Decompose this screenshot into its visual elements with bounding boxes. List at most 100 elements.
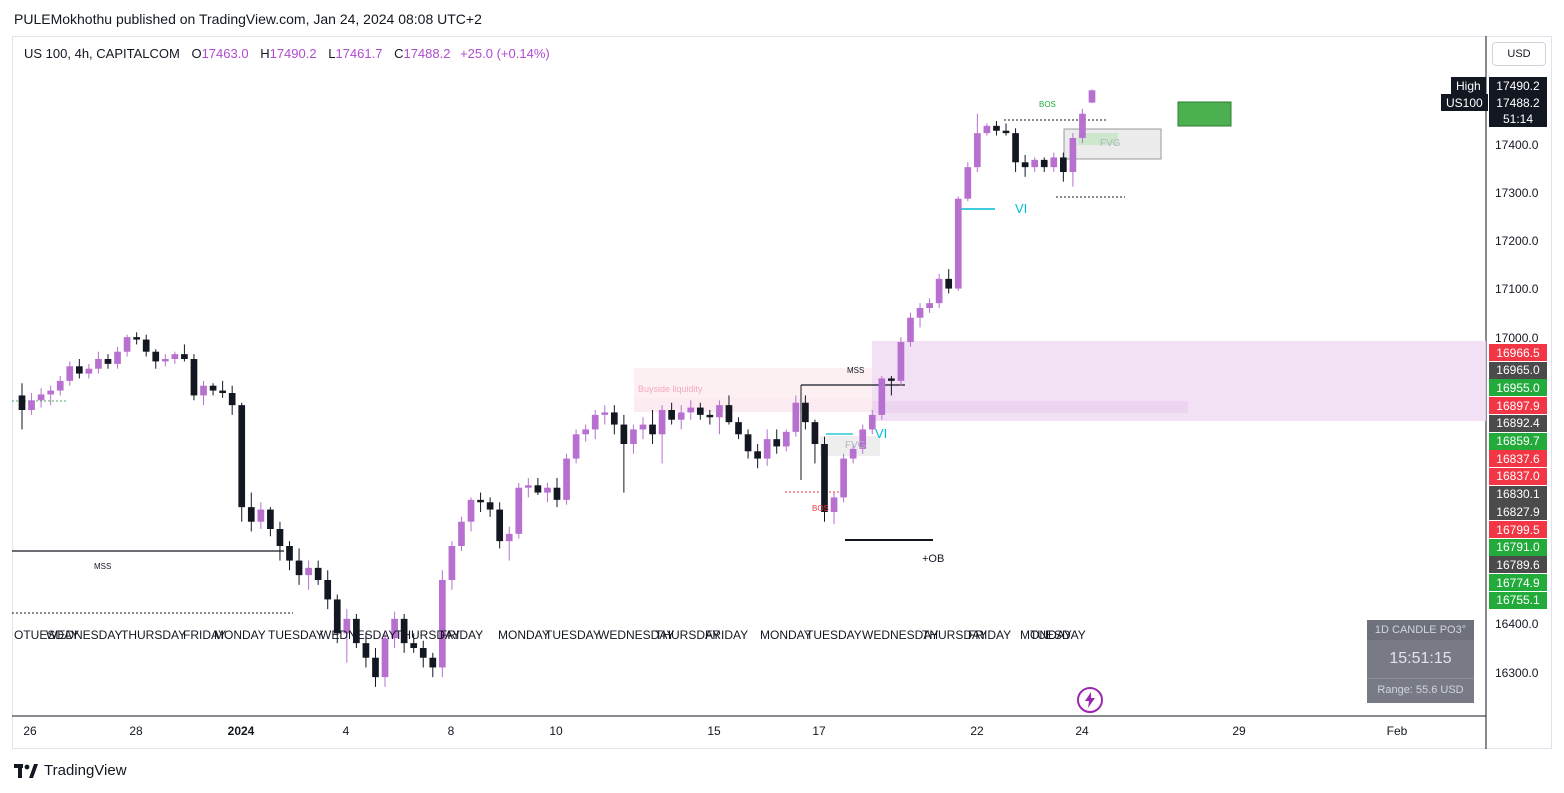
buyside-zone (634, 368, 872, 398)
candle-body (228, 393, 236, 406)
y-label-17000: 17000.0 (1495, 331, 1539, 345)
annotation-mss-left: MSS (94, 562, 112, 571)
candle-body (802, 402, 809, 423)
candle-body (372, 657, 379, 678)
candle-body (181, 354, 188, 359)
candle-body (37, 394, 45, 401)
candle-body (75, 366, 83, 374)
candle-body (563, 458, 570, 500)
candle-body (763, 439, 771, 459)
day-label: MONDAY (498, 628, 550, 642)
candle-body (782, 431, 790, 447)
candle-body (56, 380, 64, 391)
day-label: FRIDAY (183, 628, 227, 642)
day-label: TUESDAY (545, 628, 601, 642)
candle-body (18, 395, 26, 410)
candle-body (257, 509, 265, 522)
candle-body (1040, 159, 1048, 168)
x-label-15: 15 (707, 724, 721, 738)
target-green-box (1177, 101, 1232, 127)
publisher-header: PULEMokhothu published on TradingView.co… (14, 11, 482, 27)
day-label: THURSDAY (121, 628, 187, 642)
y-label-17300: 17300.0 (1495, 186, 1539, 200)
candle-body (295, 560, 303, 576)
candle-body (429, 657, 437, 668)
candle-body (209, 385, 217, 391)
countdown-tag: 51:14 (1489, 110, 1547, 127)
candle-body (104, 359, 112, 364)
candle-body (544, 487, 551, 493)
y-label-16400: 16400.0 (1495, 617, 1539, 631)
y-label-17400: 17400.0 (1495, 138, 1539, 152)
candle-body (267, 509, 274, 529)
y-label-17200: 17200.0 (1495, 234, 1539, 248)
legend-close-label: C (394, 46, 404, 61)
candle-body (553, 487, 561, 500)
price-level-tag: 16955.0 (1489, 379, 1547, 397)
candle-body (247, 507, 255, 522)
legend-change: +25.0 (+0.14%) (460, 46, 550, 61)
price-level-tag: 16966.5 (1489, 344, 1547, 361)
tradingview-logo-icon (14, 763, 38, 778)
candle-body (66, 366, 74, 381)
candle-body (811, 422, 819, 444)
candle-body (467, 499, 475, 522)
day-label: TUESDAY (806, 628, 862, 642)
candle-body (1079, 113, 1086, 138)
candle-body (152, 351, 160, 362)
x-label-29: 29 (1232, 724, 1246, 738)
candle-body (620, 424, 628, 444)
candle-body (190, 359, 198, 396)
x-label-2024: 2024 (227, 724, 255, 738)
annotation-bos-top: BOS (1039, 100, 1056, 109)
candle-body (945, 278, 953, 289)
legend: US 100, 4h, CAPITALCOM O17463.0 H17490.2… (24, 46, 550, 61)
day-label: THURSDAY (655, 628, 721, 642)
x-label-4: 4 (342, 724, 350, 738)
candle-body (1069, 138, 1077, 172)
candle-body (668, 410, 675, 420)
x-label-feb: Feb (1386, 724, 1408, 738)
candle-body (1012, 133, 1019, 163)
candle-body (754, 451, 761, 459)
candle-body (400, 618, 408, 644)
candle-body (964, 167, 972, 199)
day-label: WEDNESDAY (46, 628, 123, 642)
legend-symbol: US 100, 4h, CAPITALCOM (24, 46, 180, 61)
brand-name: TradingView (44, 762, 127, 779)
legend-low: 17461.7 (335, 46, 383, 61)
candle-body (219, 390, 226, 393)
annotation-mss-mid: MSS (847, 366, 865, 375)
candle-body (840, 458, 847, 498)
candle-body (1050, 157, 1058, 168)
price-level-tag: 16830.1 (1489, 485, 1547, 503)
candle-po3-widget: 1D CANDLE PO3° 15:51:15 Range: 55.6 USD (1367, 620, 1474, 703)
candle-body (677, 412, 685, 420)
candle-body (28, 400, 35, 410)
candle-body (524, 485, 532, 488)
x-label-17: 17 (812, 724, 826, 738)
candle-body (477, 499, 484, 503)
price-level-tag: 16789.6 (1489, 556, 1547, 574)
candle-body (983, 125, 991, 134)
candle-body (410, 643, 418, 648)
tradingview-brand[interactable]: TradingView (14, 762, 127, 779)
candle-body (47, 390, 55, 395)
premium-zone-inner (872, 401, 1188, 413)
candle-body (706, 414, 714, 418)
day-label: THURSDAY (395, 628, 461, 642)
price-level-tag: 16892.4 (1489, 414, 1547, 432)
candle-body (639, 424, 647, 430)
candle-body (381, 638, 389, 678)
candle-series (18, 89, 1096, 687)
candle-body (314, 567, 322, 580)
lightning-icon[interactable] (1076, 686, 1104, 714)
currency-button[interactable]: USD (1492, 42, 1546, 66)
high-label-tag: High (1451, 77, 1486, 94)
price-level-tag: 16799.5 (1489, 521, 1547, 538)
candle-body (123, 337, 131, 352)
candle-body (286, 546, 293, 561)
candle-body (343, 618, 351, 634)
day-label: WEDNESDAY (862, 628, 939, 642)
